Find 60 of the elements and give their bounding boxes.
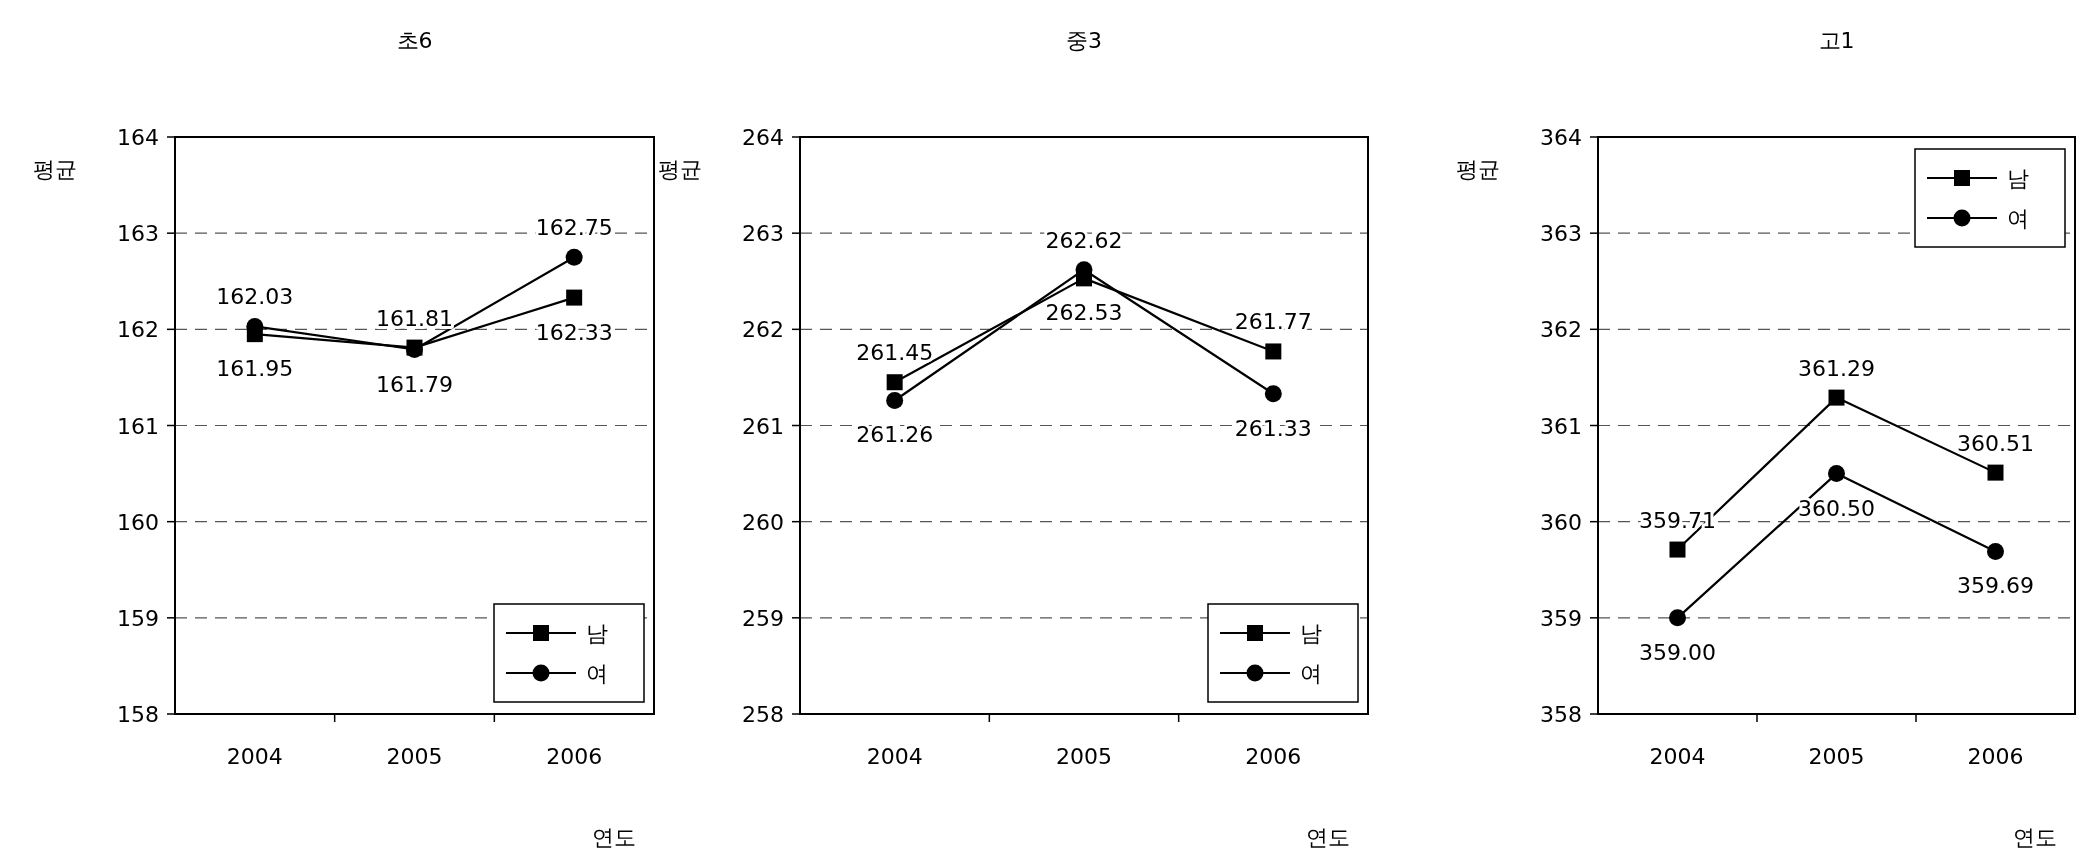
data-label: 262.62: [1045, 227, 1123, 253]
y-tick-label: 164: [117, 125, 159, 150]
x-tick-label: 2006: [1967, 744, 2024, 769]
y-tick-label: 161: [117, 413, 159, 439]
x-tick-label: 2004: [226, 744, 283, 769]
y-tick-label: 159: [117, 605, 159, 631]
x-tick-label: 2005: [1056, 744, 1112, 769]
x-tick-label: 2004: [1649, 744, 1706, 769]
y-tick-label: 162: [117, 317, 159, 343]
y-tick-label: 364: [1540, 125, 1582, 150]
legend-label: 남: [1300, 621, 1322, 646]
y-tick-label: 361: [1540, 413, 1582, 439]
y-tick-label: 262: [742, 317, 784, 343]
y-tick-label: 360: [1540, 509, 1582, 535]
data-label: 360.50: [1798, 495, 1875, 521]
x-axis-title: 연도: [2013, 825, 2057, 850]
y-tick-label: 258: [742, 702, 784, 727]
y-tick-label: 259: [742, 605, 784, 631]
data-label: 359.69: [1957, 573, 2034, 599]
data-label: 261.77: [1234, 309, 1312, 335]
data-label: 361.29: [1798, 355, 1875, 381]
x-tick-label: 2005: [1808, 744, 1865, 769]
y-tick-label: 363: [1540, 221, 1582, 247]
y-tick-label: 362: [1540, 317, 1582, 343]
y-tick-label: 261: [742, 413, 784, 439]
y-tick-label: 359: [1540, 605, 1582, 631]
data-label: 262.53: [1045, 300, 1123, 326]
y-tick-label: 158: [117, 702, 159, 727]
data-label: 261.26: [856, 422, 934, 448]
data-label: 161.81: [376, 305, 453, 331]
data-label: 161.95: [216, 356, 294, 382]
y-axis-title: 평균: [33, 157, 77, 182]
y-tick-label: 263: [742, 221, 784, 247]
x-tick-label: 2006: [1245, 744, 1302, 769]
data-label: 261.45: [856, 340, 934, 366]
y-axis-title: 평균: [658, 157, 702, 182]
data-label: 360.51: [1957, 430, 2034, 456]
y-tick-label: 358: [1540, 702, 1582, 727]
data-label: 359.00: [1639, 639, 1716, 665]
legend-label: 여: [2007, 206, 2029, 231]
y-tick-label: 264: [742, 125, 784, 150]
y-tick-label: 260: [742, 509, 784, 535]
x-axis-title: 연도: [1306, 825, 1350, 850]
chart-title: 초6: [396, 28, 433, 53]
chart-title: 고1: [1818, 28, 1855, 53]
y-tick-label: 160: [117, 509, 159, 535]
legend-label: 남: [2007, 166, 2029, 191]
data-label: 162.75: [535, 215, 613, 241]
x-tick-label: 2005: [386, 744, 443, 769]
data-label: 162.03: [216, 284, 294, 310]
x-axis-title: 연도: [592, 825, 636, 850]
chart-title: 중3: [1066, 28, 1102, 53]
legend-label: 남: [586, 621, 608, 646]
x-tick-label: 2004: [866, 744, 923, 769]
legend-label: 여: [586, 661, 608, 686]
data-label: 161.79: [376, 371, 453, 397]
y-axis-title: 평균: [1456, 157, 1500, 182]
x-tick-label: 2006: [546, 744, 603, 769]
legend-label: 여: [1300, 661, 1322, 686]
y-tick-label: 163: [117, 221, 159, 247]
